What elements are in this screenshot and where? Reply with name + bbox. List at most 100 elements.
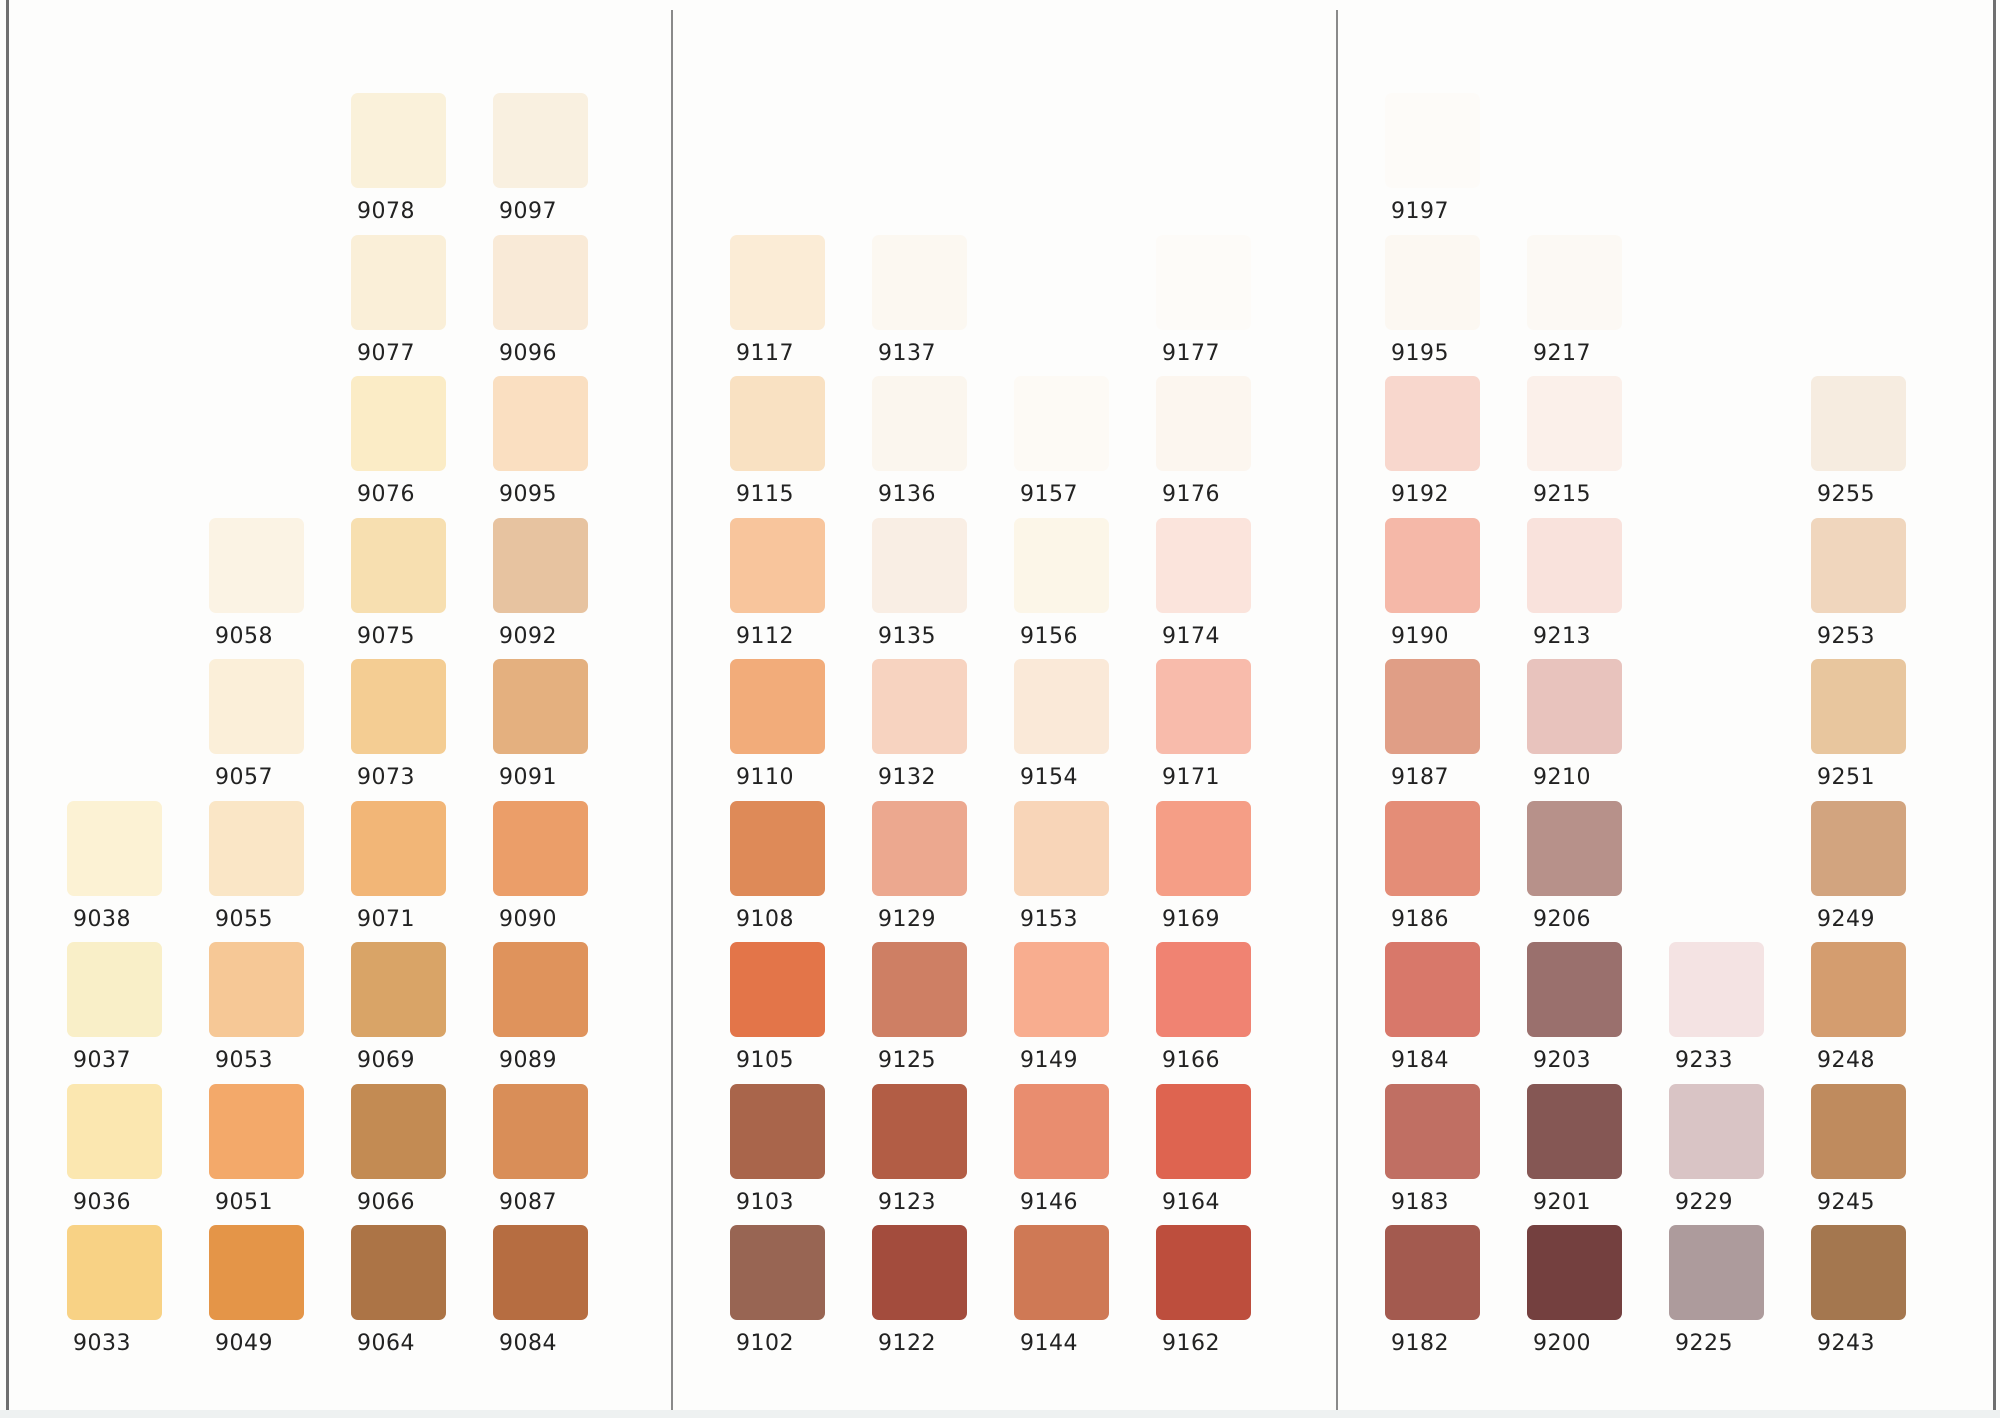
color-swatch-9078	[351, 93, 446, 188]
color-swatch-9157	[1014, 376, 1109, 471]
color-swatch-9064	[351, 1225, 446, 1320]
color-code-label: 9123	[878, 1189, 936, 1215]
color-swatch-9245	[1811, 1083, 1906, 1179]
color-code-label: 9255	[1817, 482, 1875, 507]
color-code-label: 9195	[1391, 340, 1449, 366]
color-swatch-9164	[1156, 1083, 1251, 1179]
color-swatch-9213	[1527, 517, 1622, 613]
color-code-label: 9164	[1162, 1189, 1220, 1215]
color-code-label: 9146	[1020, 1189, 1078, 1215]
color-swatch-9171	[1156, 659, 1251, 754]
color-swatch-9125	[872, 942, 967, 1037]
color-swatch-9217	[1527, 234, 1622, 330]
color-swatch-9243	[1811, 1225, 1906, 1320]
color-swatch-9177	[1156, 234, 1251, 330]
color-swatch-9115	[730, 376, 825, 471]
color-swatch-9036	[67, 1083, 162, 1179]
color-swatch-9097	[493, 93, 588, 188]
color-code-label: 9112	[736, 623, 794, 649]
color-code-label: 9192	[1391, 482, 1449, 507]
color-code-label: 9153	[1020, 906, 1078, 932]
color-code-label: 9243	[1817, 1331, 1875, 1356]
color-swatch-9090	[493, 800, 588, 896]
color-code-label: 9225	[1675, 1331, 1733, 1356]
color-code-label: 9071	[357, 906, 415, 932]
color-swatch-9123	[872, 1083, 967, 1179]
color-code-label: 9115	[736, 482, 794, 507]
page-edge-line	[1993, 0, 1996, 1418]
color-code-label: 9213	[1533, 623, 1591, 649]
color-code-label: 9066	[357, 1189, 415, 1215]
color-code-label: 9176	[1162, 482, 1220, 507]
color-swatch-9176	[1156, 376, 1251, 471]
color-swatch-9136	[872, 376, 967, 471]
color-code-label: 9087	[499, 1189, 557, 1215]
color-code-label: 9206	[1533, 906, 1591, 932]
color-swatch-9169	[1156, 800, 1251, 896]
color-code-label: 9217	[1533, 340, 1591, 366]
color-swatch-9033	[67, 1225, 162, 1320]
color-code-label: 9049	[215, 1331, 273, 1356]
color-code-label: 9183	[1391, 1189, 1449, 1215]
color-code-label: 9157	[1020, 482, 1078, 507]
color-code-label: 9069	[357, 1048, 415, 1073]
color-swatch-9225	[1669, 1225, 1764, 1320]
color-swatch-9146	[1014, 1083, 1109, 1179]
color-code-label: 9249	[1817, 906, 1875, 932]
color-code-label: 9184	[1391, 1048, 1449, 1073]
color-swatch-9077	[351, 234, 446, 330]
color-swatch-9122	[872, 1225, 967, 1320]
color-code-label: 9097	[499, 199, 557, 224]
color-swatch-9075	[351, 517, 446, 613]
color-code-label: 9203	[1533, 1048, 1591, 1073]
color-swatch-9253	[1811, 517, 1906, 613]
color-code-label: 9037	[73, 1048, 131, 1073]
color-swatch-9186	[1385, 800, 1480, 896]
color-code-label: 9089	[499, 1048, 557, 1073]
color-code-label: 9036	[73, 1189, 131, 1215]
color-code-label: 9201	[1533, 1189, 1591, 1215]
color-code-label: 9137	[878, 340, 936, 366]
color-swatch-9049	[209, 1225, 304, 1320]
color-code-label: 9248	[1817, 1048, 1875, 1073]
color-swatch-9203	[1527, 942, 1622, 1037]
color-swatch-9215	[1527, 376, 1622, 471]
color-swatch-9153	[1014, 800, 1109, 896]
color-code-label: 9229	[1675, 1189, 1733, 1215]
color-code-label: 9233	[1675, 1048, 1733, 1073]
color-code-label: 9105	[736, 1048, 794, 1073]
color-swatch-9066	[351, 1083, 446, 1179]
color-swatch-9144	[1014, 1225, 1109, 1320]
color-code-label: 9187	[1391, 765, 1449, 790]
color-swatch-9055	[209, 800, 304, 896]
color-code-label: 9182	[1391, 1331, 1449, 1356]
color-code-label: 9108	[736, 906, 794, 932]
color-swatch-9105	[730, 942, 825, 1037]
color-swatch-9087	[493, 1083, 588, 1179]
color-swatch-9190	[1385, 517, 1480, 613]
color-code-label: 9076	[357, 482, 415, 507]
color-code-label: 9055	[215, 906, 273, 932]
color-swatch-9057	[209, 659, 304, 754]
color-code-label: 9166	[1162, 1048, 1220, 1073]
color-code-label: 9125	[878, 1048, 936, 1073]
color-code-label: 9129	[878, 906, 936, 932]
page-edge-line	[6, 0, 9, 1418]
color-swatch-9192	[1385, 376, 1480, 471]
color-code-label: 9064	[357, 1331, 415, 1356]
panel-divider	[671, 10, 673, 1410]
color-code-label: 9096	[499, 340, 557, 366]
color-code-label: 9102	[736, 1331, 794, 1356]
color-swatch-9154	[1014, 659, 1109, 754]
color-code-label: 9154	[1020, 765, 1078, 790]
color-swatch-9076	[351, 376, 446, 471]
color-swatch-9251	[1811, 659, 1906, 754]
color-code-label: 9162	[1162, 1331, 1220, 1356]
color-swatch-9197	[1385, 93, 1480, 188]
color-swatch-9137	[872, 234, 967, 330]
color-swatch-9174	[1156, 517, 1251, 613]
color-code-label: 9177	[1162, 340, 1220, 366]
color-code-label: 9253	[1817, 623, 1875, 649]
color-code-label: 9033	[73, 1331, 131, 1356]
